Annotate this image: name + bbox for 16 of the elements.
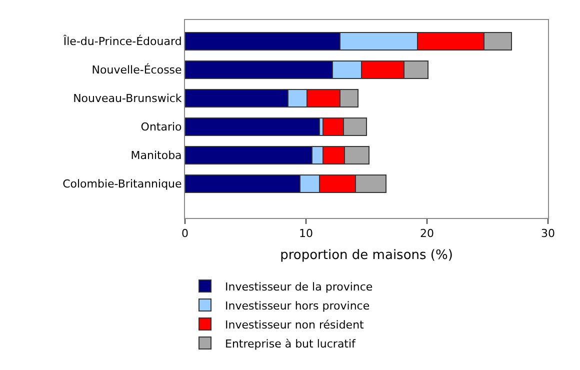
x-tick-label: 20 (420, 227, 434, 240)
x-tick-label: 30 (541, 227, 555, 240)
y-tick-label: Colombie-Britannique (62, 178, 182, 191)
y-tick-label: Manitoba (130, 149, 182, 162)
legend-label: Entreprise à but lucratif (225, 337, 357, 350)
legend-label: Investisseur non résident (225, 318, 365, 332)
y-tick-label: Ontario (140, 120, 182, 134)
y-tick-label: Nouvelle-Écosse (92, 62, 182, 77)
legend-label: Investisseur hors province (225, 299, 370, 312)
y-tick-label: Île-du-Prince-Édouard (62, 34, 182, 48)
x-tick-label: 10 (299, 227, 313, 240)
legend-label: Investisseur de la province (225, 280, 373, 294)
y-tick-label: Nouveau-Brunswick (73, 92, 182, 106)
x-tick-label: 0 (182, 227, 188, 240)
bar (185, 118, 320, 136)
x-axis-title: proportion de maisons (%) (280, 248, 453, 263)
